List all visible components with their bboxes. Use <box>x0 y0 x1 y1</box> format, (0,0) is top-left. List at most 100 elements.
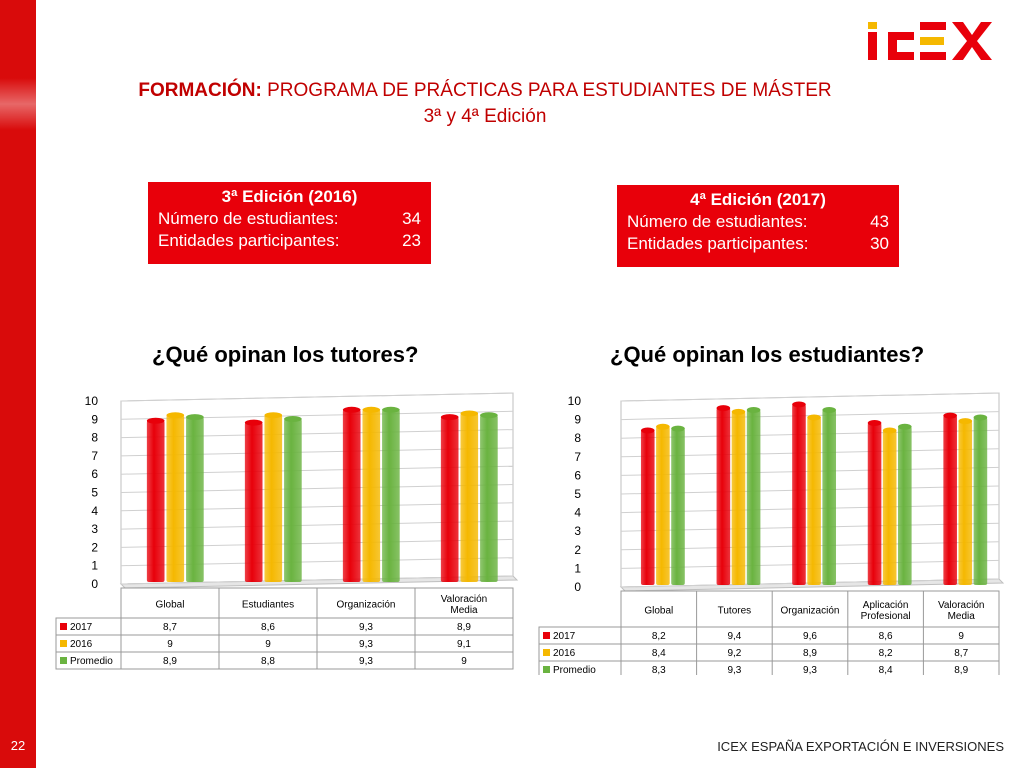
data-label: 8,3 <box>652 665 666 675</box>
bar-top <box>943 412 957 419</box>
gridline <box>120 392 514 402</box>
bar-2017 <box>640 430 655 585</box>
data-label: 8,2 <box>652 631 666 642</box>
data-label: 8,7 <box>954 648 968 659</box>
bar-2016 <box>460 413 479 582</box>
legend-label: Promedio <box>553 665 596 675</box>
legend-label: 2017 <box>553 631 576 642</box>
legend-label: 2017 <box>70 622 93 633</box>
bar-promedio <box>822 410 837 585</box>
bar-top <box>792 401 806 408</box>
y-tick-label: 5 <box>91 486 98 500</box>
category-label: Global <box>644 606 673 617</box>
y-tick-label: 10 <box>568 394 582 408</box>
category-label: Global <box>156 600 185 611</box>
y-tick-label: 3 <box>91 522 98 536</box>
data-label: 9,3 <box>727 665 741 675</box>
data-label: 8,4 <box>879 665 893 675</box>
bar-top <box>342 406 361 413</box>
category-label: Tutores <box>718 606 752 617</box>
y-tick-label: 1 <box>574 561 581 575</box>
bar-2016 <box>958 421 973 585</box>
y-tick-label: 6 <box>574 468 581 482</box>
bar-2016 <box>882 430 897 585</box>
bar-2017 <box>146 420 165 582</box>
chart-title-students: ¿Qué opinan los estudiantes? <box>610 342 925 367</box>
bar-top <box>822 407 837 414</box>
category-label: Estudiantes <box>242 600 294 611</box>
legend-label: Promedio <box>70 656 113 667</box>
bar-top <box>867 420 882 427</box>
legend-swatch <box>543 649 550 656</box>
data-label: 9 <box>265 639 271 650</box>
edition-3-heading: 3ª Edición (2016) <box>221 187 358 206</box>
bar-top <box>480 412 498 419</box>
bar-top <box>186 414 204 421</box>
bar-top <box>244 419 263 426</box>
data-label: 8,9 <box>163 656 177 667</box>
y-tick-label: 4 <box>91 504 98 518</box>
edition-4-students-label: Número de estudiantes: <box>627 212 808 231</box>
legend-swatch <box>60 623 67 630</box>
bar-top <box>958 418 973 425</box>
y-tick-label: 8 <box>574 431 581 445</box>
page-number: 22 <box>10 738 26 753</box>
bar-top <box>264 412 283 419</box>
slide-subtitle: 3ª y 4ª Edición <box>423 106 547 127</box>
bar-top <box>671 425 685 432</box>
y-tick-label: 3 <box>574 524 581 538</box>
edition-3-entities-value: 23 <box>402 231 421 250</box>
bar-2017 <box>943 415 957 585</box>
side-accent-bar <box>0 0 36 768</box>
bar-top <box>807 414 821 421</box>
bar-top <box>746 407 761 414</box>
data-label: 9,3 <box>803 665 817 675</box>
data-label: 9,4 <box>727 631 741 642</box>
footer-text: ICEX ESPAÑA EXPORTACIÓN E INVERSIONES <box>717 739 1004 754</box>
bar-2017 <box>792 404 806 585</box>
table-row <box>538 643 1000 662</box>
data-label: 9 <box>461 656 467 667</box>
legend-swatch <box>60 657 67 664</box>
bar-top <box>382 406 400 413</box>
data-label: 9 <box>167 639 173 650</box>
category-label: Valoración Media <box>441 594 488 616</box>
y-tick-label: 1 <box>91 559 98 573</box>
edition-4-box: 4ª Edición (2017) Número de estudiantes:… <box>617 185 899 267</box>
bar-2017 <box>440 417 459 582</box>
bar-top <box>146 417 165 424</box>
y-tick-label: 2 <box>91 540 98 554</box>
data-label: 8,7 <box>163 622 177 633</box>
bar-promedio <box>671 428 685 585</box>
edition-3-box: 3ª Edición (2016) Número de estudiantes:… <box>148 182 431 264</box>
data-label: 8,6 <box>879 631 893 642</box>
data-label: 9 <box>958 631 964 642</box>
legend-swatch <box>60 640 67 647</box>
data-label: 8,6 <box>261 622 275 633</box>
table-row <box>538 626 1000 645</box>
bar-promedio <box>897 426 912 585</box>
edition-3-entities-label: Entidades participantes: <box>158 231 340 250</box>
bar-promedio <box>284 418 302 582</box>
bar-2016 <box>731 411 746 585</box>
bar-top <box>716 405 731 412</box>
data-label: 9,2 <box>727 648 741 659</box>
data-label: 9,3 <box>359 656 373 667</box>
bar-2017 <box>867 423 882 585</box>
y-tick-label: 4 <box>574 506 581 520</box>
y-tick-label: 10 <box>85 394 99 408</box>
y-tick-label: 7 <box>91 449 98 463</box>
data-label: 9,3 <box>359 622 373 633</box>
legend-label: 2016 <box>70 639 93 650</box>
data-label: 8,8 <box>261 656 275 667</box>
bar-2016 <box>264 415 283 582</box>
y-tick-label: 8 <box>91 431 98 445</box>
edition-4-students-value: 43 <box>870 212 889 231</box>
gridline <box>620 392 1000 402</box>
data-label: 9,6 <box>803 631 817 642</box>
edition-3-students-value: 34 <box>402 209 421 228</box>
y-tick-label: 0 <box>574 580 581 594</box>
data-label: 8,9 <box>954 665 968 675</box>
legend-swatch <box>543 666 550 673</box>
table-row <box>55 651 514 670</box>
